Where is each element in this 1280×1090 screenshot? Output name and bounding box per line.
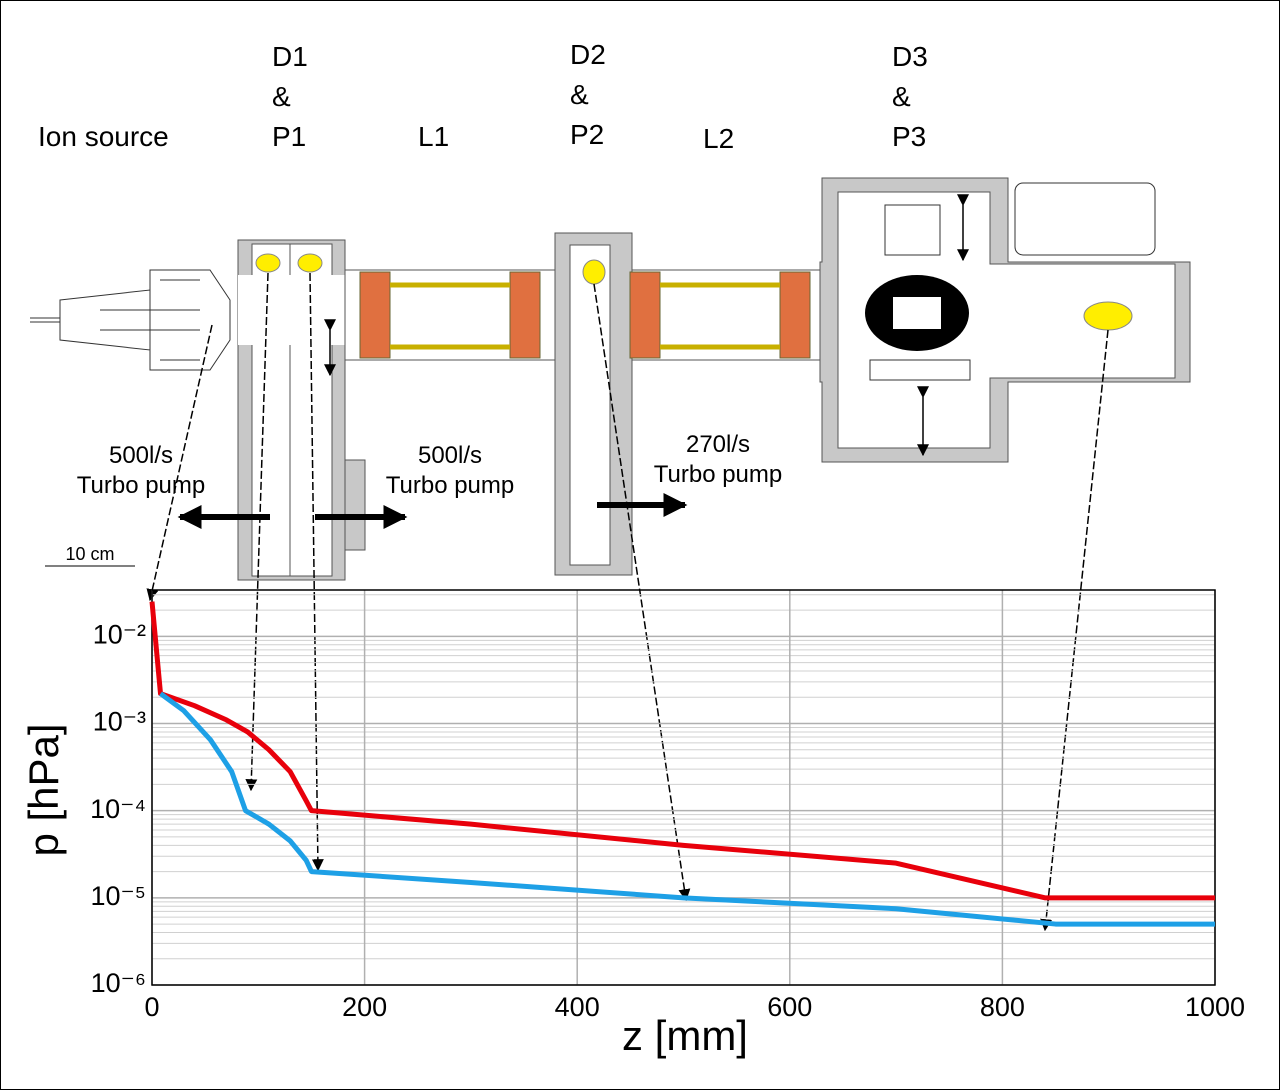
label: D3: [892, 41, 928, 72]
x-tick-label: 400: [555, 992, 600, 1022]
label: &: [272, 81, 291, 112]
y-axis-label: p [hPa]: [20, 723, 67, 856]
pump-label: Turbo pump: [386, 472, 515, 499]
x-tick-label: 200: [342, 992, 387, 1022]
y-tick-label: 10⁻⁴: [90, 794, 146, 824]
x-axis-label: z [mm]: [622, 1012, 748, 1059]
pump-label: Turbo pump: [654, 461, 783, 488]
label: P1: [272, 121, 306, 152]
y-tick-label: 10⁻⁵: [91, 881, 146, 911]
label: D2: [570, 39, 606, 70]
label: P3: [892, 121, 926, 152]
y-tick-label: 10⁻⁶: [91, 968, 146, 998]
pump-label: 500l/s: [109, 442, 173, 469]
y-tick-label: 10⁻²: [93, 619, 146, 649]
y-tick-label: 10⁻³: [93, 707, 146, 737]
x-tick-label: 600: [767, 992, 812, 1022]
pump-label: 500l/s: [418, 442, 482, 469]
pump-label: 270l/s: [686, 431, 750, 458]
figure: Ion source D1 & P1 L1 D2 & P2 L2 D3 & P3…: [0, 0, 1280, 1090]
x-tick-label: 800: [980, 992, 1025, 1022]
label: P2: [570, 119, 604, 150]
x-tick-label: 1000: [1185, 992, 1245, 1022]
label: L1: [418, 121, 449, 152]
label: Ion source: [38, 121, 169, 152]
pump-label: Turbo pump: [77, 472, 206, 499]
scale-label: 10 cm: [65, 544, 114, 564]
x-tick-label: 0: [144, 992, 159, 1022]
label: L2: [703, 123, 734, 154]
label: &: [892, 81, 911, 112]
label: D1: [272, 41, 308, 72]
label: &: [570, 79, 589, 110]
